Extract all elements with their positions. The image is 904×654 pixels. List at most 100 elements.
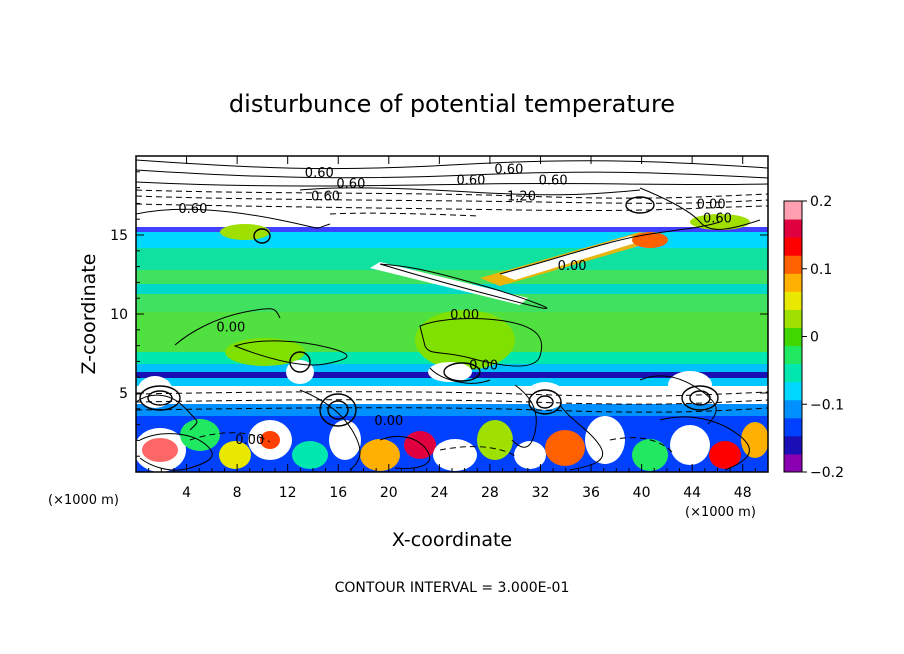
contour-cluster — [139, 385, 181, 411]
contour-line — [559, 404, 603, 471]
plot-area: 0.60 0.600.60 0.60 0.600.60 1.200.60 0.000.60… — [136, 156, 768, 472]
field-blob — [225, 338, 305, 366]
field-band — [136, 248, 768, 270]
x-tick-label: 28 — [481, 485, 499, 501]
field-band — [136, 156, 768, 186]
contour-line — [136, 195, 768, 204]
field-blob — [433, 439, 477, 471]
field-band — [136, 386, 768, 404]
field-band — [136, 404, 768, 416]
colorbar-tick-label: −0.2 — [810, 465, 844, 481]
contour-line — [136, 181, 768, 187]
contour-label: 1.20 — [507, 190, 536, 205]
contour-cluster — [443, 362, 481, 382]
x-tick-label: 8 — [233, 485, 242, 501]
contour-line — [136, 394, 198, 431]
contour-line — [299, 389, 361, 471]
contour-line — [189, 432, 271, 443]
x-tick-label: 44 — [683, 485, 701, 501]
lower-turbulence — [136, 416, 768, 472]
x-tick-label: 24 — [430, 485, 448, 501]
colorbar-tick-label: 0.1 — [810, 262, 832, 278]
contour-line — [136, 189, 768, 199]
y-axis-label: Z-coordinate — [78, 254, 100, 375]
contour-line — [439, 446, 516, 457]
y-tick-label: 5 — [119, 386, 128, 402]
field-blob — [709, 441, 741, 469]
colorbar-tick-label: 0.2 — [810, 194, 832, 210]
field-blob — [220, 224, 270, 240]
x-axis: 4 8 12 16 20 24 28 32 36 40 44 48 — [148, 156, 756, 501]
contour-line — [233, 340, 348, 366]
contour-cluster — [147, 390, 173, 406]
field-blob — [428, 362, 472, 382]
y-tick-label: 15 — [110, 228, 128, 244]
field-blob — [404, 431, 436, 459]
colorbar-swatch — [784, 201, 802, 220]
contour-line — [136, 391, 768, 397]
colorbar-swatch — [784, 345, 802, 365]
colorbar-swatch — [784, 219, 802, 238]
chart-title: disturbunce of potential temperature — [229, 90, 675, 118]
x-tick-label: 36 — [582, 485, 600, 501]
contour-label: 0.00 — [450, 308, 479, 323]
contour-cluster — [253, 228, 271, 244]
x-tick-label: 20 — [380, 485, 398, 501]
contour-line — [139, 433, 213, 471]
colorbar-swatch — [784, 363, 802, 383]
colorbar-tick-label: 0 — [810, 330, 819, 346]
contour-label: 0.60 — [178, 202, 207, 217]
field-blob — [545, 430, 585, 466]
contour-cluster — [689, 390, 711, 406]
field-streak — [500, 236, 645, 280]
contour-label: 0.60 — [456, 174, 485, 189]
x-unit-label: (×1000 m) — [685, 505, 756, 520]
contour-label: 0.00 — [216, 321, 245, 336]
field-blob — [670, 425, 710, 465]
contour-label: 0.60 — [539, 174, 568, 189]
contour-cluster — [681, 385, 719, 411]
colorbar-swatch — [784, 399, 802, 419]
contour-line — [136, 159, 768, 170]
field-blob — [514, 441, 546, 469]
contour-interval-note: CONTOUR INTERVAL = 3.000E-01 — [335, 580, 570, 596]
contour-line — [429, 367, 491, 384]
field-blob — [180, 419, 220, 451]
contour-line — [136, 407, 768, 413]
colorbar-swatch — [784, 327, 802, 347]
contour-line — [499, 221, 721, 275]
x-tick-label: 48 — [734, 485, 752, 501]
field-band — [136, 227, 768, 232]
contour-cluster — [319, 393, 357, 427]
contour-line — [511, 384, 537, 448]
contour-cluster — [327, 400, 349, 420]
field-blob — [329, 420, 361, 460]
y-axis: 5 10 15 — [110, 171, 768, 457]
field-blob — [260, 431, 280, 449]
contour-line — [379, 436, 431, 469]
contour-label: 0.60 — [336, 177, 365, 192]
contour-cluster — [289, 351, 311, 373]
colorbar-swatch — [784, 435, 802, 455]
y-unit-label: (×1000 m) — [48, 493, 119, 508]
contour-line — [136, 399, 768, 405]
contour-label: 0.60 — [703, 212, 732, 227]
field-blob — [415, 310, 515, 370]
colorbar-swatch — [784, 273, 802, 292]
field-band — [136, 378, 768, 386]
colorbar: 0.2 0.1 0 −0.1 −0.2 — [783, 194, 844, 481]
field-blob — [292, 441, 328, 469]
colorbar-swatch — [784, 255, 802, 274]
field-band — [136, 294, 768, 312]
contour-line — [299, 187, 641, 196]
contour-line — [136, 169, 768, 179]
contour-cluster — [528, 389, 562, 415]
contour-label: 0.00 — [469, 359, 498, 374]
contour-line — [174, 308, 281, 346]
field-blob — [477, 420, 513, 460]
contour-line — [659, 416, 750, 471]
solid-contours — [136, 159, 768, 471]
contour-label: 0.00 — [374, 414, 403, 429]
x-axis-label: X-coordinate — [392, 529, 512, 551]
